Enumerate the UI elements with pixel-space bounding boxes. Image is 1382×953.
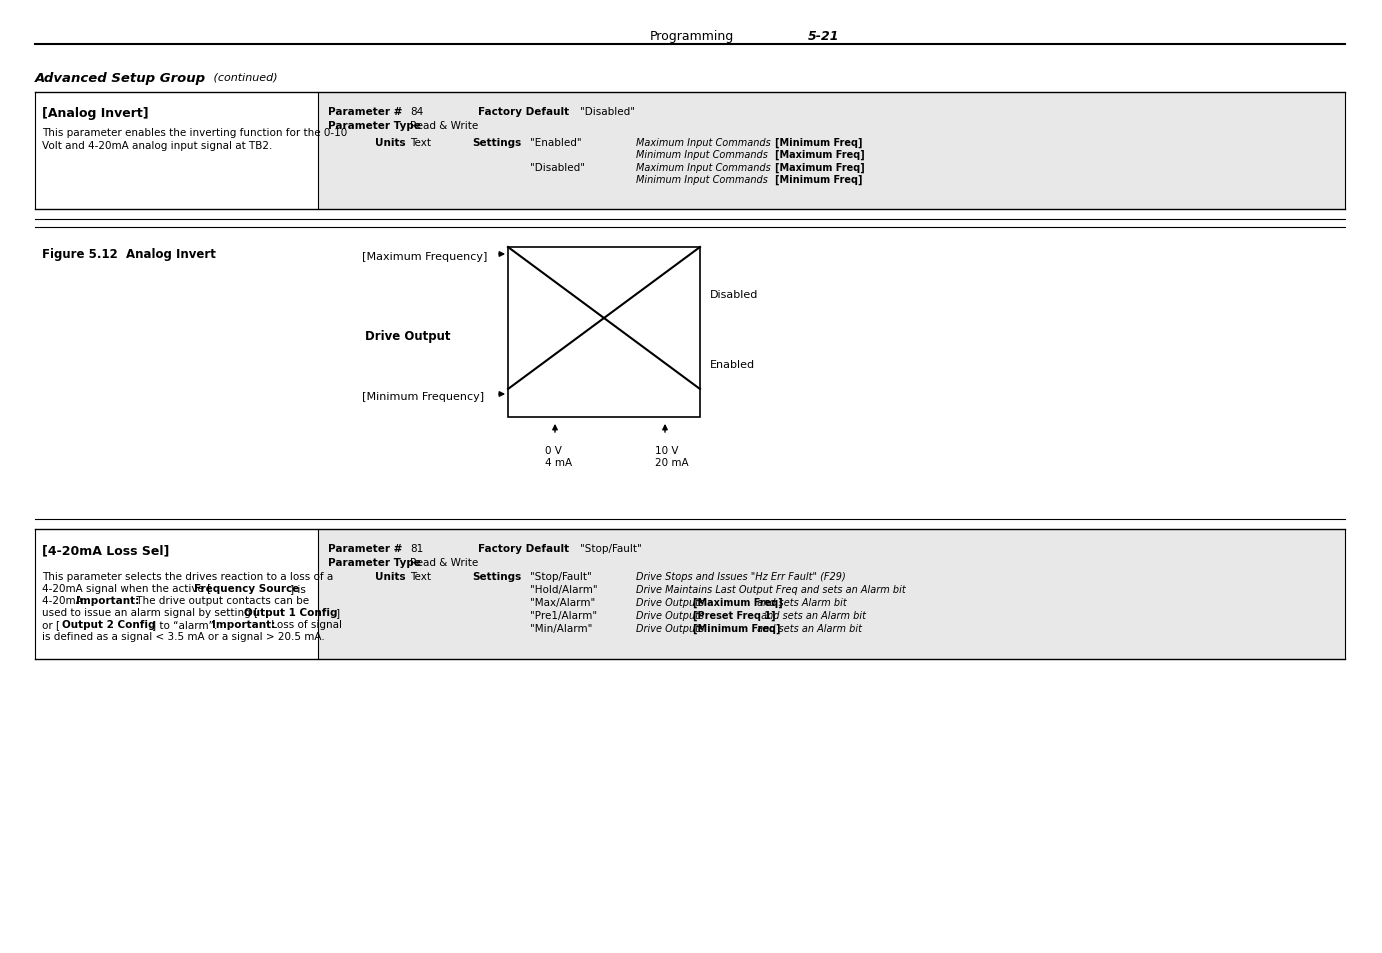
Text: [Minimum Freq]: [Minimum Freq] [775, 174, 862, 185]
Text: Disabled: Disabled [710, 290, 759, 299]
Text: Units: Units [375, 138, 406, 148]
Text: Output 2 Config: Output 2 Config [62, 619, 156, 629]
Text: "Stop/Fault": "Stop/Fault" [531, 572, 591, 581]
Text: and sets an Alarm bit: and sets an Alarm bit [757, 610, 867, 620]
Text: Important:: Important: [76, 596, 140, 605]
Text: Drive Output: Drive Output [365, 330, 451, 343]
Text: 84: 84 [410, 107, 423, 117]
Text: 4-20mA signal when the active [: 4-20mA signal when the active [ [41, 583, 211, 594]
Text: 10 V: 10 V [655, 446, 679, 456]
Text: and sets Alarm bit: and sets Alarm bit [753, 598, 846, 607]
Text: Factory Default: Factory Default [478, 543, 569, 554]
Text: Read & Write: Read & Write [410, 558, 478, 567]
Text: 4 mA: 4 mA [545, 457, 572, 468]
Text: [Maximum Freq]: [Maximum Freq] [775, 150, 865, 160]
Text: [Maximum Freq]: [Maximum Freq] [692, 598, 782, 608]
Text: Minimum Input Commands: Minimum Input Commands [636, 174, 771, 185]
Text: [Preset Freq 1]: [Preset Freq 1] [692, 610, 775, 620]
Text: This parameter enables the inverting function for the 0-10: This parameter enables the inverting fun… [41, 128, 347, 138]
Text: Advanced Setup Group: Advanced Setup Group [35, 71, 206, 85]
Text: Factory Default: Factory Default [478, 107, 569, 117]
Text: Minimum Input Commands: Minimum Input Commands [636, 150, 771, 160]
Text: Important:: Important: [211, 619, 275, 629]
Text: Volt and 4-20mA analog input signal at TB2.: Volt and 4-20mA analog input signal at T… [41, 141, 272, 151]
Text: [4-20mA Loss Sel]: [4-20mA Loss Sel] [41, 543, 170, 557]
Text: "Disabled": "Disabled" [580, 107, 634, 117]
Text: "Disabled": "Disabled" [531, 163, 585, 172]
Text: "Min/Alarm": "Min/Alarm" [531, 623, 593, 634]
Text: Enabled: Enabled [710, 359, 755, 370]
Text: Maximum Input Commands: Maximum Input Commands [636, 138, 774, 148]
Bar [318, 530, 1345, 659]
Text: Drive Outputs: Drive Outputs [636, 623, 708, 634]
Text: "Stop/Fault": "Stop/Fault" [580, 543, 641, 554]
Text: ] to “alarm”.: ] to “alarm”. [152, 619, 221, 629]
Text: Maximum Input Commands: Maximum Input Commands [636, 163, 774, 172]
Text: 4-20mA.: 4-20mA. [41, 596, 90, 605]
Text: Parameter Type: Parameter Type [328, 558, 422, 567]
Text: [Maximum Freq]: [Maximum Freq] [775, 163, 865, 173]
Text: "Hold/Alarm": "Hold/Alarm" [531, 584, 597, 595]
Text: Text: Text [410, 572, 431, 581]
Text: Text: Text [410, 138, 431, 148]
Text: [Minimum Freq]: [Minimum Freq] [692, 623, 781, 634]
Text: This parameter selects the drives reaction to a loss of a: This parameter selects the drives reacti… [41, 572, 333, 581]
Text: (continued): (continued) [210, 71, 278, 82]
Text: "Pre1/Alarm": "Pre1/Alarm" [531, 610, 597, 620]
Text: 5-21: 5-21 [808, 30, 839, 43]
Bar [509, 248, 701, 417]
Text: Output 1 Config: Output 1 Config [245, 607, 337, 618]
Text: Parameter #: Parameter # [328, 543, 402, 554]
Text: Drive Outputs: Drive Outputs [636, 610, 708, 620]
Text: Figure 5.12  Analog Invert: Figure 5.12 Analog Invert [41, 248, 216, 261]
Text: "Enabled": "Enabled" [531, 138, 582, 148]
Text: and sets an Alarm bit: and sets an Alarm bit [753, 623, 861, 634]
Text: is defined as a signal < 3.5 mA or a signal > 20.5 mA.: is defined as a signal < 3.5 mA or a sig… [41, 631, 325, 641]
Text: Parameter Type: Parameter Type [328, 121, 422, 131]
Text: 20 mA: 20 mA [655, 457, 688, 468]
Text: [Analog Invert]: [Analog Invert] [41, 107, 149, 120]
Text: The drive output contacts can be: The drive output contacts can be [133, 596, 310, 605]
Text: Drive Maintains Last Output Freq and sets an Alarm bit: Drive Maintains Last Output Freq and set… [636, 584, 905, 595]
Text: Settings: Settings [473, 572, 521, 581]
Text: Read & Write: Read & Write [410, 121, 478, 131]
Text: Drive Outputs: Drive Outputs [636, 598, 708, 607]
Text: Programming: Programming [650, 30, 734, 43]
Text: Units: Units [375, 572, 406, 581]
Text: [Minimum Frequency]: [Minimum Frequency] [362, 392, 484, 401]
Text: 81: 81 [410, 543, 423, 554]
Text: 0 V: 0 V [545, 446, 562, 456]
Text: or [: or [ [41, 619, 61, 629]
Bar [318, 92, 1345, 210]
Text: Settings: Settings [473, 138, 521, 148]
Text: [Maximum Frequency]: [Maximum Frequency] [362, 252, 488, 262]
Text: ]: ] [336, 607, 340, 618]
Text: Frequency Source: Frequency Source [193, 583, 300, 594]
Text: ] is: ] is [290, 583, 305, 594]
Text: Loss of signal: Loss of signal [268, 619, 341, 629]
Text: Drive Stops and Issues "Hz Err Fault" (F29): Drive Stops and Issues "Hz Err Fault" (F… [636, 572, 846, 581]
Text: [Minimum Freq]: [Minimum Freq] [775, 138, 862, 148]
Text: "Max/Alarm": "Max/Alarm" [531, 598, 596, 607]
Text: Parameter #: Parameter # [328, 107, 402, 117]
Text: used to issue an alarm signal by setting [: used to issue an alarm signal by setting… [41, 607, 258, 618]
